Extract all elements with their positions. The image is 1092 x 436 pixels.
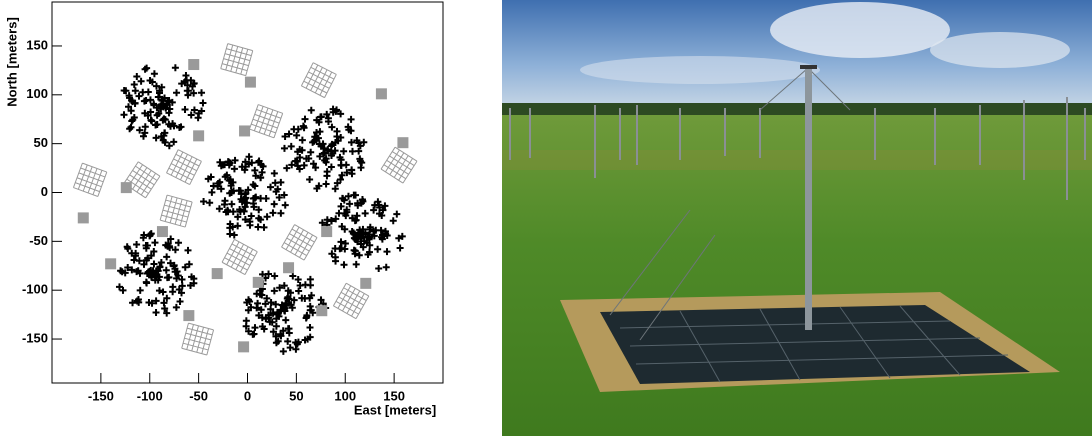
station-square bbox=[183, 310, 195, 322]
antenna-tile bbox=[166, 149, 202, 186]
y-axis-label: North [meters] bbox=[4, 17, 19, 107]
y-tick-label: -150 bbox=[22, 330, 48, 345]
antenna-tile bbox=[380, 146, 418, 184]
station-square bbox=[211, 268, 223, 280]
photo bbox=[502, 0, 1092, 436]
antenna-field bbox=[120, 64, 207, 150]
station-square bbox=[375, 88, 387, 100]
station-square bbox=[105, 258, 117, 270]
station-square bbox=[239, 125, 251, 137]
antenna-field bbox=[200, 153, 289, 239]
station-square bbox=[360, 277, 372, 289]
antenna-tile bbox=[300, 62, 337, 99]
x-tick-label: -50 bbox=[189, 388, 208, 403]
antenna-tile bbox=[220, 43, 254, 77]
station-square bbox=[156, 226, 168, 238]
station-square bbox=[120, 182, 132, 194]
y-tick-label: 100 bbox=[26, 86, 48, 101]
x-tick-label: 150 bbox=[383, 388, 405, 403]
station-square bbox=[244, 76, 256, 88]
x-axis-label: East [meters] bbox=[354, 402, 436, 417]
antenna-tile bbox=[281, 224, 318, 261]
antenna-field bbox=[280, 105, 368, 193]
y-tick-label: 50 bbox=[34, 135, 48, 150]
station-square bbox=[321, 226, 333, 238]
antenna-tile bbox=[123, 161, 161, 199]
antenna-field bbox=[115, 230, 198, 317]
antenna-tile bbox=[248, 104, 284, 139]
y-tick-label: 150 bbox=[26, 37, 48, 52]
antenna-tile bbox=[181, 322, 215, 356]
antenna-field bbox=[318, 191, 406, 273]
station-square bbox=[238, 341, 250, 353]
station-square bbox=[397, 137, 409, 149]
x-tick-label: 0 bbox=[244, 388, 251, 403]
antenna-field bbox=[242, 270, 330, 355]
station-square bbox=[252, 276, 264, 288]
antenna-tile bbox=[159, 194, 193, 228]
station-square bbox=[283, 262, 295, 274]
x-tick-label: -150 bbox=[88, 388, 114, 403]
y-tick-label: -50 bbox=[29, 233, 48, 248]
station-square bbox=[316, 305, 328, 317]
station-square bbox=[77, 212, 89, 224]
antenna-tile bbox=[332, 282, 370, 320]
station-square bbox=[188, 59, 200, 71]
x-tick-label: -100 bbox=[137, 388, 163, 403]
antenna-tile bbox=[72, 162, 108, 197]
y-tick-label: 0 bbox=[41, 184, 48, 199]
antenna-tile bbox=[221, 238, 258, 276]
x-tick-label: 50 bbox=[289, 388, 303, 403]
y-tick-label: -100 bbox=[22, 282, 48, 297]
station-square bbox=[193, 130, 205, 142]
x-tick-label: 100 bbox=[334, 388, 356, 403]
